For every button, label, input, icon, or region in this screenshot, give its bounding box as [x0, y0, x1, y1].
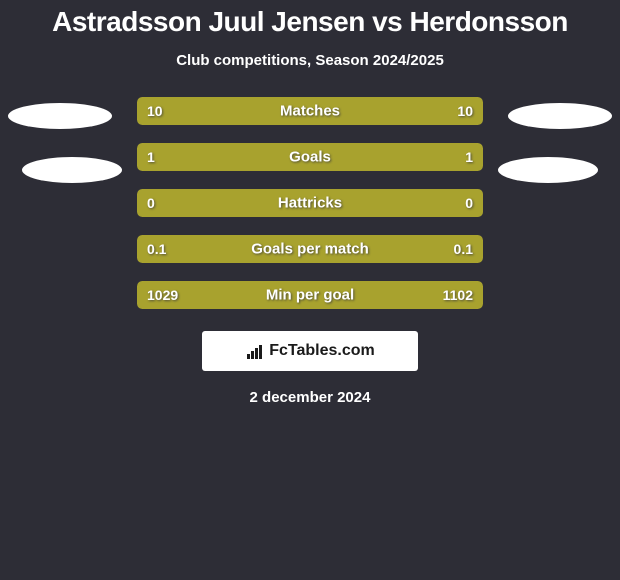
stat-value-left: 1029 [147, 287, 178, 303]
player-left-avatars [8, 97, 122, 211]
page-title: Astradsson Juul Jensen vs Herdonsson [52, 6, 568, 38]
stat-bar: Goals 1 1 [137, 143, 483, 171]
stat-value-right: 0.1 [454, 241, 473, 257]
stat-bars: Matches 10 10 Goals 1 1 Hattricks 0 0 Goals per m… [137, 97, 483, 309]
stat-label: Hattricks [278, 195, 342, 212]
stat-value-right: 0 [465, 195, 473, 211]
stat-label: Matches [280, 103, 340, 120]
stats-area: Matches 10 10 Goals 1 1 Hattricks 0 0 Goals per m… [0, 97, 620, 309]
stat-bar: Matches 10 10 [137, 97, 483, 125]
stat-value-left: 0.1 [147, 241, 166, 257]
stat-bar: Min per goal 1029 1102 [137, 281, 483, 309]
avatar-placeholder [8, 103, 112, 129]
stat-value-left: 1 [147, 149, 155, 165]
stat-label: Goals per match [251, 241, 369, 258]
stat-value-right: 10 [457, 103, 473, 119]
barchart-icon [245, 343, 265, 359]
stat-value-left: 10 [147, 103, 163, 119]
generated-date: 2 december 2024 [250, 389, 371, 406]
stat-value-right: 1102 [443, 287, 473, 303]
stat-value-left: 0 [147, 195, 155, 211]
player-right-avatars [498, 97, 612, 211]
stat-label: Goals [289, 149, 331, 166]
stat-value-right: 1 [465, 149, 473, 165]
stat-bar-left-fill [137, 143, 310, 171]
logo-text: FcTables.com [269, 342, 375, 360]
avatar-placeholder [22, 157, 122, 183]
stat-label: Min per goal [266, 287, 354, 304]
stat-bar: Goals per match 0.1 0.1 [137, 235, 483, 263]
stat-bar: Hattricks 0 0 [137, 189, 483, 217]
stat-bar-right-fill [310, 143, 483, 171]
comparison-infographic: Astradsson Juul Jensen vs Herdonsson Clu… [0, 0, 620, 406]
avatar-placeholder [498, 157, 598, 183]
avatar-placeholder [508, 103, 612, 129]
page-subtitle: Club competitions, Season 2024/2025 [176, 52, 444, 69]
fctables-logo[interactable]: FcTables.com [202, 331, 418, 371]
